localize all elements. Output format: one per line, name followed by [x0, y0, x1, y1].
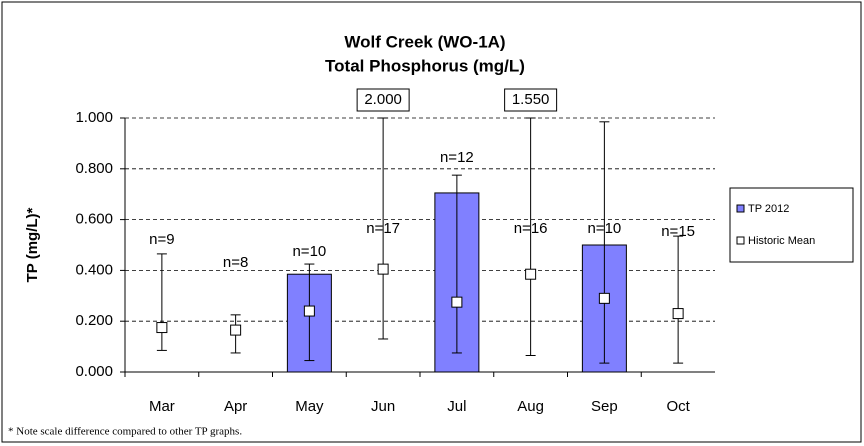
- n-label: n=15: [661, 223, 695, 240]
- y-tick-label: 0.000: [75, 363, 113, 380]
- n-label: n=10: [292, 243, 326, 260]
- legend-swatch: [736, 236, 745, 245]
- mean-marker: [598, 292, 610, 304]
- chart-title: Wolf Creek (WO-1A): [344, 32, 505, 51]
- n-label: n=9: [149, 231, 174, 248]
- n-label: n=17: [366, 220, 400, 237]
- x-tick-label: Aug: [517, 398, 544, 415]
- y-tick-label: 0.400: [75, 261, 113, 278]
- legend-label: TP 2012: [748, 203, 789, 215]
- mean-marker: [156, 322, 168, 334]
- legend-label: Historic Mean: [748, 235, 815, 247]
- y-axis-label: TP (mg/L)*: [24, 207, 41, 282]
- y-tick-label: 1.000: [75, 109, 113, 126]
- mean-marker: [377, 263, 389, 275]
- chart-subtitle: Total Phosphorus (mg/L): [325, 56, 525, 75]
- n-label: n=16: [514, 220, 548, 237]
- mean-marker: [672, 308, 684, 320]
- label-box: [356, 88, 410, 112]
- x-tick-label: Jun: [371, 398, 395, 415]
- n-label: n=10: [587, 220, 621, 237]
- x-tick-label: Jul: [447, 398, 466, 415]
- y-tick-label: 0.800: [75, 160, 113, 177]
- x-tick-label: May: [295, 398, 324, 415]
- x-tick-label: Mar: [149, 398, 175, 415]
- label-box: [504, 88, 558, 112]
- max-label: 2.000: [364, 91, 402, 108]
- footnote: * Note scale difference compared to othe…: [8, 426, 242, 438]
- mean-marker: [303, 305, 315, 317]
- mean-marker: [525, 268, 537, 280]
- n-label: n=8: [223, 254, 248, 271]
- x-tick-label: Oct: [666, 398, 690, 415]
- x-tick-label: Sep: [591, 398, 618, 415]
- mean-marker: [451, 296, 463, 308]
- y-tick-label: 0.200: [75, 312, 113, 329]
- mean-marker: [230, 324, 242, 336]
- y-tick-label: 0.600: [75, 211, 113, 228]
- n-label: n=12: [440, 149, 474, 166]
- legend-swatch: [736, 204, 745, 213]
- max-label: 1.550: [512, 91, 550, 108]
- legend-box: [729, 187, 854, 263]
- x-tick-label: Apr: [224, 398, 247, 415]
